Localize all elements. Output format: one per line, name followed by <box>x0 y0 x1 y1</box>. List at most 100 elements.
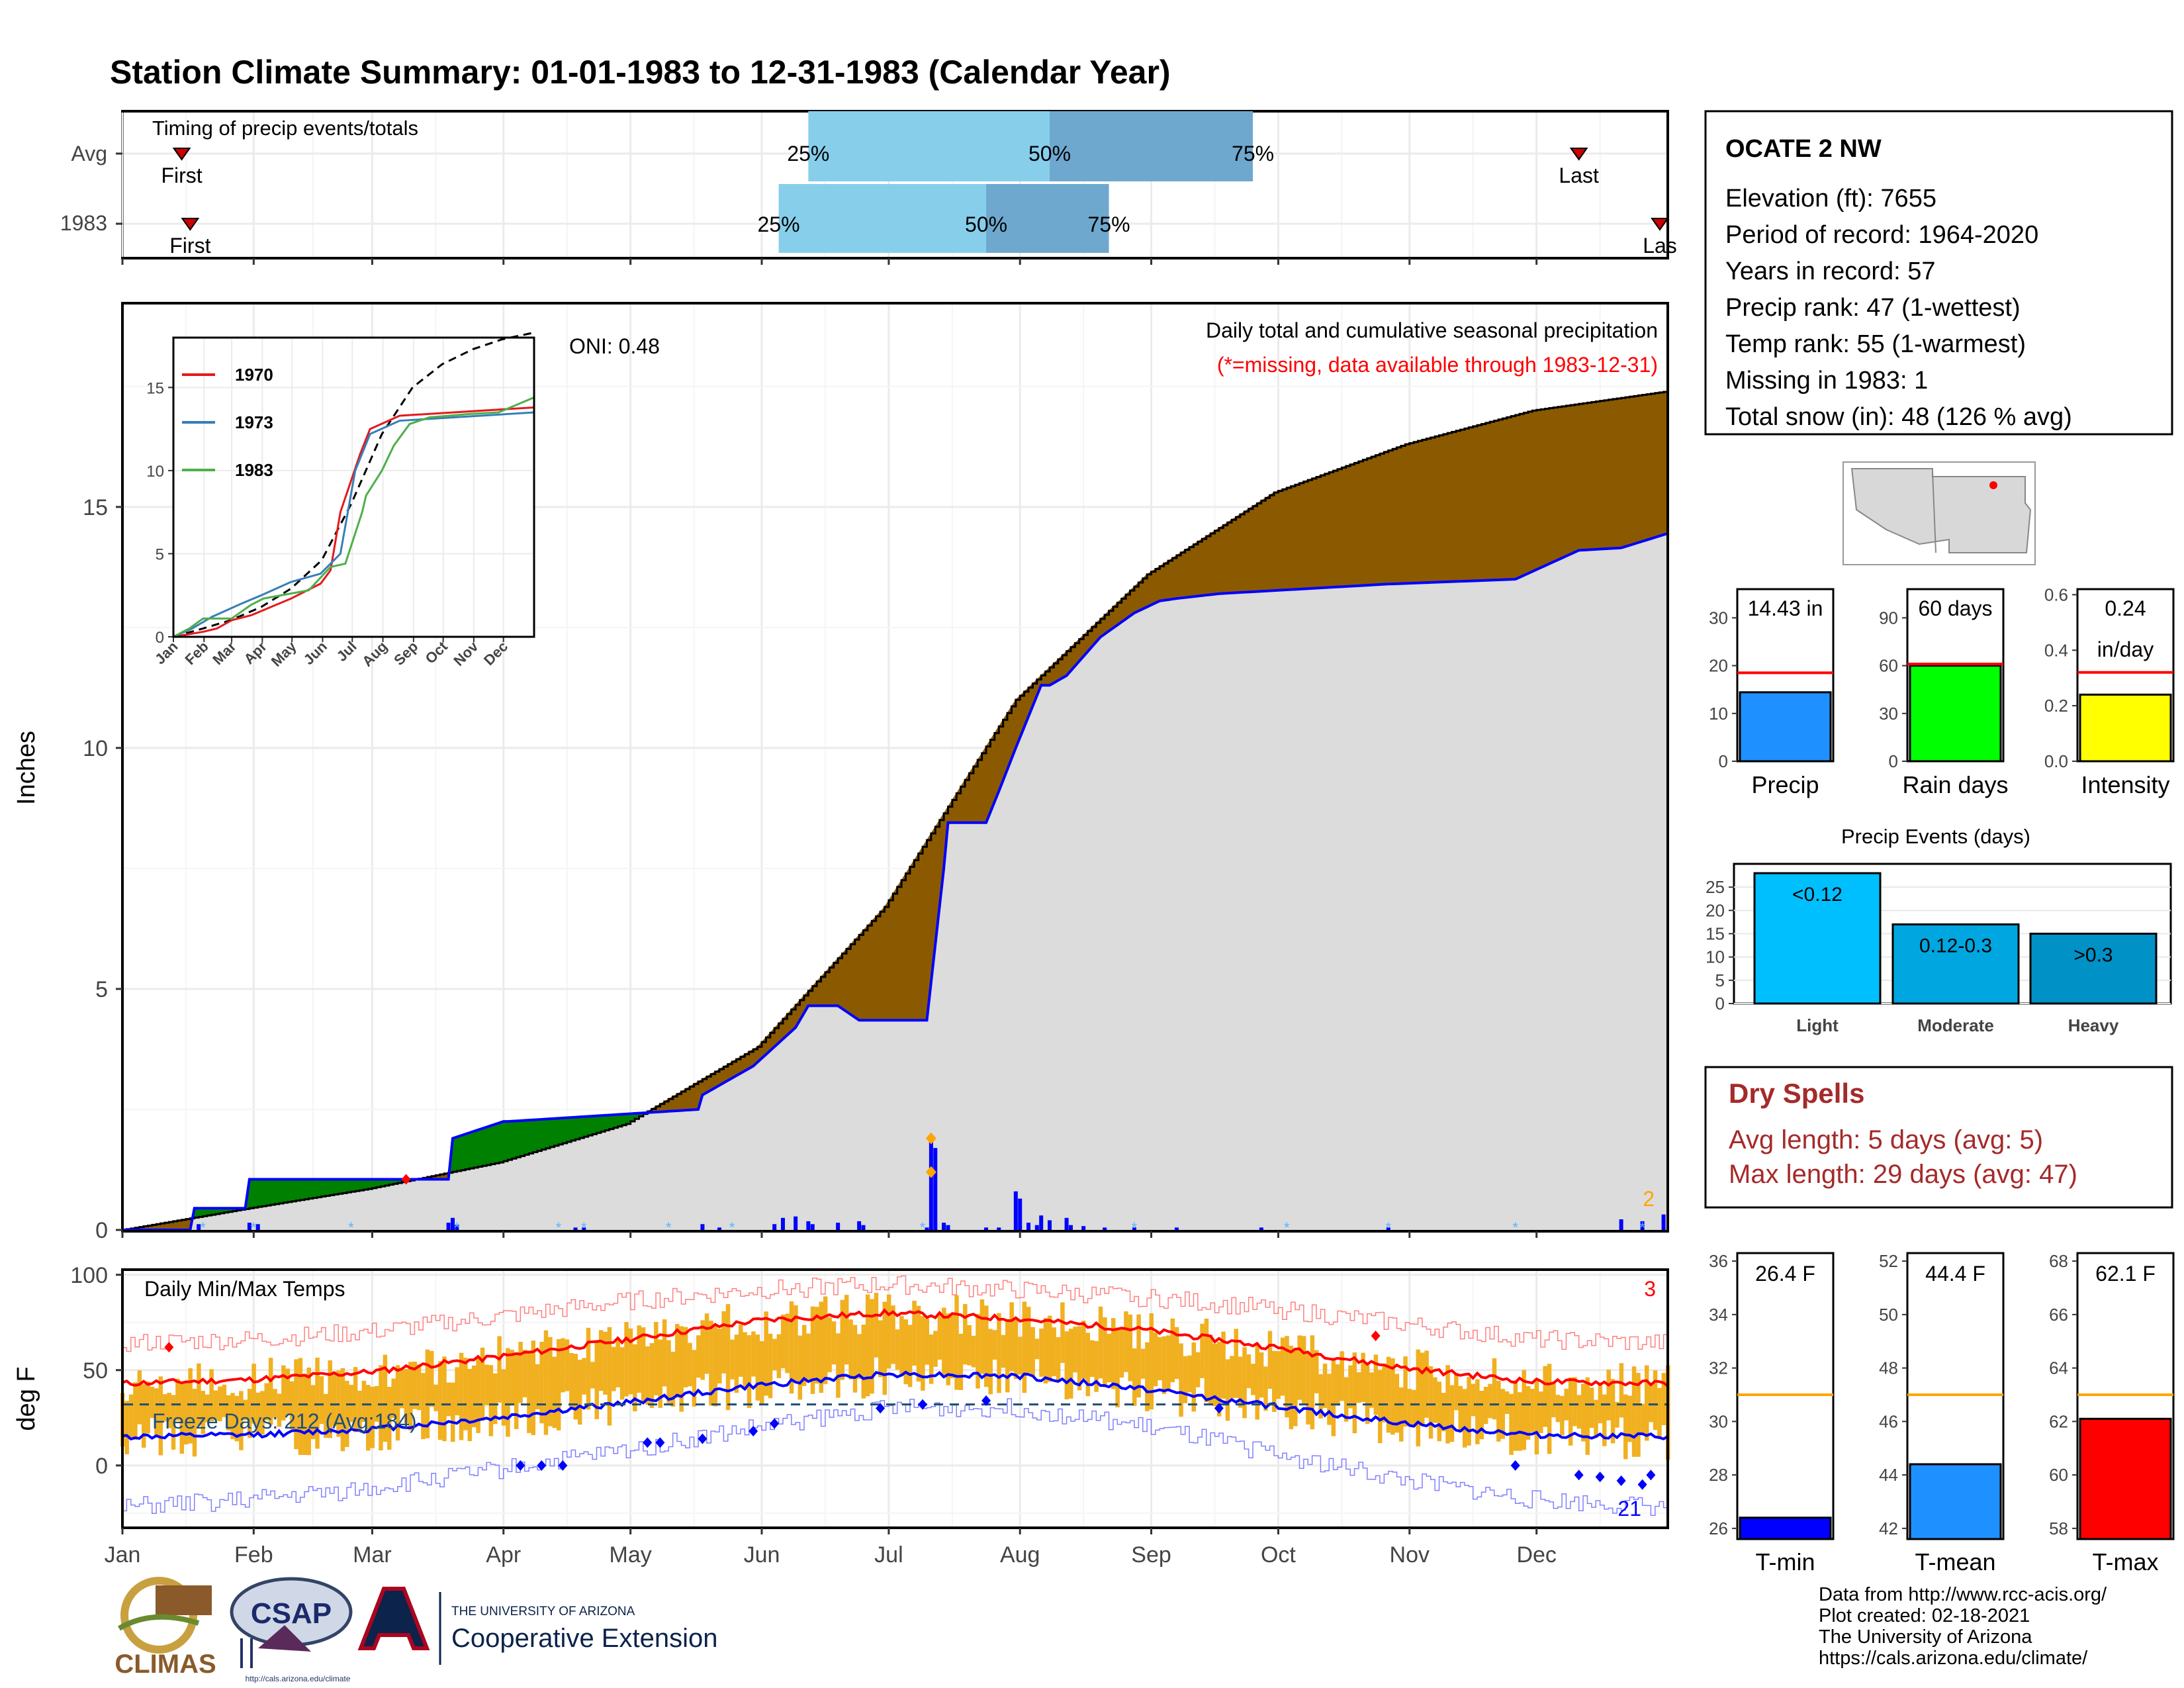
year-cumulative-line <box>122 532 1668 1231</box>
deficit-segment <box>1595 400 1601 550</box>
daily-temp-bar <box>870 1299 874 1394</box>
inset-legend-label: 1983 <box>235 460 273 480</box>
deficit-segment <box>1172 554 1177 600</box>
daily-temp-bar <box>1251 1364 1255 1395</box>
daily-temp-bar <box>1301 1336 1306 1405</box>
daily-temp-bar <box>1089 1340 1095 1378</box>
deficit-segment <box>1240 510 1245 593</box>
daily-temp-bar <box>1322 1363 1328 1408</box>
daily-temp-bar <box>565 1339 570 1391</box>
daily-temp-bar <box>1623 1394 1628 1460</box>
deficit-segment <box>1269 492 1275 592</box>
record-low-marker <box>1616 1475 1626 1486</box>
daily-temp-bar <box>400 1369 404 1409</box>
deficit-segment <box>1430 436 1435 583</box>
deficit-segment <box>1341 465 1347 587</box>
deficit-segment <box>1388 448 1393 585</box>
mini-value-bar <box>2079 693 2172 763</box>
deficit-segment <box>897 879 902 1021</box>
daily-temp-bar <box>1424 1350 1429 1418</box>
temp-mini-value-label: 26.4 F <box>1755 1262 1815 1286</box>
daily-temp-bar <box>780 1314 786 1369</box>
record-low-marker <box>698 1433 707 1444</box>
temp-count-top: 3 <box>1644 1277 1656 1301</box>
daily-temp-bar <box>654 1321 659 1395</box>
temp-mini-label: T-mean <box>1915 1548 1995 1575</box>
dry-spells-title: Dry Spells <box>1729 1078 1864 1109</box>
daily-temp-bar <box>979 1299 985 1374</box>
surplus-segment <box>325 1179 330 1197</box>
daily-temp-bar <box>1128 1314 1133 1382</box>
deficit-segment <box>1464 427 1469 582</box>
daily-temp-bar <box>539 1342 544 1424</box>
daily-temp-bar <box>501 1369 506 1426</box>
freeze-days-label: Freeze Days: 212 (Avg:184) <box>152 1409 417 1433</box>
snow-marker: * <box>729 1219 735 1236</box>
deficit-segment <box>1291 484 1296 590</box>
daily-temp-bar <box>743 1332 747 1390</box>
surplus-segment <box>287 1179 293 1203</box>
daily-temp-bar <box>1318 1374 1323 1419</box>
daily-temp-bar <box>577 1360 582 1425</box>
deficit-segment <box>858 929 864 1021</box>
temp-mini-value-label: 44.4 F <box>1925 1262 1985 1286</box>
daily-temp-bar <box>730 1339 735 1380</box>
daily-temp-bar <box>1161 1336 1167 1394</box>
deficit-segment <box>1320 473 1326 588</box>
deficit-segment <box>1565 404 1571 557</box>
surplus-segment <box>558 1117 563 1145</box>
deficit-segment <box>1298 481 1304 590</box>
daily-temp-bar <box>1572 1377 1577 1427</box>
daily-temp-bar <box>133 1382 138 1440</box>
daily-temp-bar <box>480 1347 485 1421</box>
deficit-segment <box>1252 502 1257 592</box>
daily-temp-bar <box>1581 1383 1586 1442</box>
daily-temp-bar <box>1661 1373 1666 1425</box>
daily-precip-bar <box>810 1224 815 1230</box>
daily-temp-bar <box>772 1338 777 1371</box>
surplus-segment <box>604 1114 610 1131</box>
daily-temp-bar <box>247 1388 252 1438</box>
daily-precip-bar <box>942 1223 946 1230</box>
deficit-segment <box>1519 412 1524 578</box>
record-low-marker <box>1637 1479 1647 1490</box>
daily-temp-bar <box>836 1333 841 1398</box>
timing-last-marker <box>1569 148 1588 161</box>
daily-temp-bar <box>819 1301 824 1393</box>
daily-temp-bar <box>1539 1391 1543 1433</box>
surplus-segment <box>304 1179 309 1200</box>
daily-temp-bar <box>988 1329 993 1395</box>
timing-row-avg-label: Avg <box>71 142 107 165</box>
daily-temp-bar <box>310 1385 316 1440</box>
daily-temp-bar <box>1158 1337 1162 1381</box>
inset-legend-label: 1970 <box>235 365 273 385</box>
daily-temp-bar <box>1336 1364 1340 1406</box>
daily-temp-bar <box>569 1352 574 1408</box>
deficit-segment <box>1481 422 1486 581</box>
daily-temp-bar <box>827 1317 832 1372</box>
precip-record-marker <box>925 1132 936 1145</box>
snow-marker: * <box>1132 1219 1138 1236</box>
record-low-marker <box>516 1460 525 1471</box>
deficit-segment <box>1379 451 1385 585</box>
daily-temp-bar <box>1081 1321 1086 1379</box>
daily-temp-bar <box>1382 1363 1387 1423</box>
daily-temp-bar <box>450 1382 455 1442</box>
station-marker <box>1989 481 1997 489</box>
daily-temp-bar <box>1428 1366 1433 1439</box>
mini-ytick-label: 0 <box>1719 751 1728 771</box>
deficit-segment <box>1214 527 1220 595</box>
daily-temp-bar <box>1204 1318 1209 1403</box>
daily-temp-bar <box>586 1327 591 1410</box>
snow-marker: * <box>920 1219 926 1236</box>
daily-precip-bar <box>1048 1220 1052 1230</box>
record-low-marker <box>643 1437 653 1448</box>
daily-temp-bar <box>1441 1393 1446 1432</box>
snow-marker: * <box>581 1219 587 1236</box>
daily-temp-bar <box>1149 1313 1154 1410</box>
deficit-segment <box>1506 416 1512 581</box>
daily-temp-bar <box>446 1382 451 1417</box>
snow-marker: * <box>1385 1219 1391 1236</box>
deficit-segment <box>909 859 915 1021</box>
daily-temp-bar <box>865 1294 870 1397</box>
